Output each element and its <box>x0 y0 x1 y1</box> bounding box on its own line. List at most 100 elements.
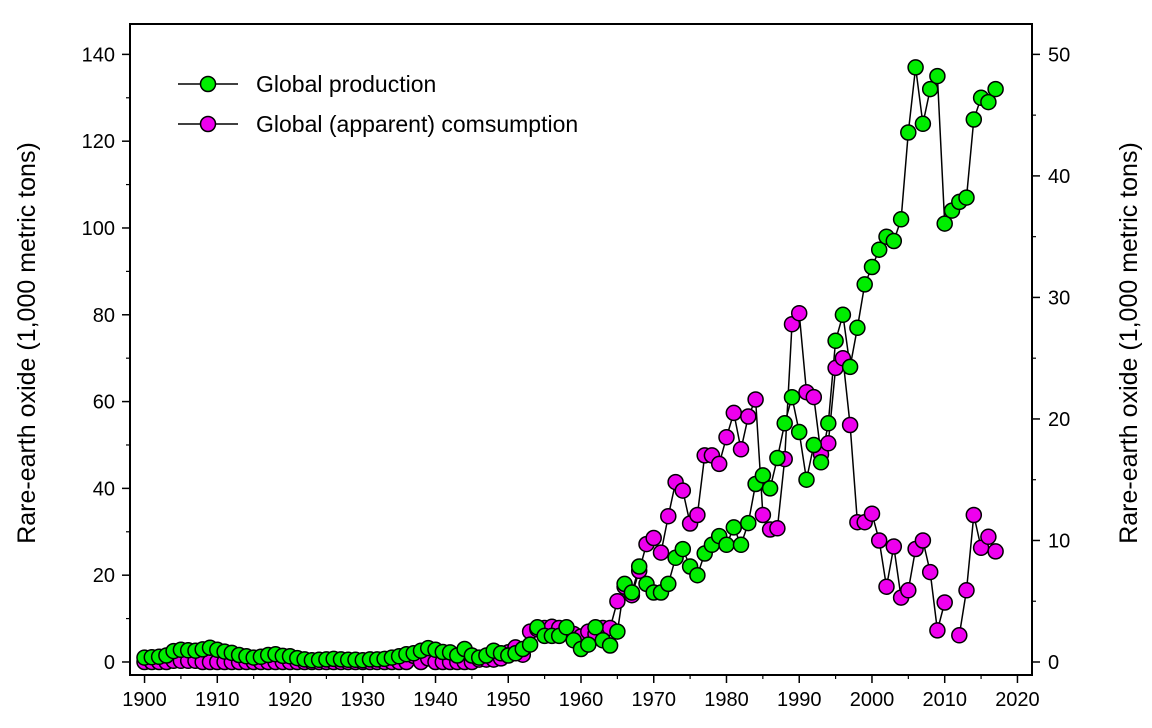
left-y-axis: 0 20 40 60 80 100 120 140 <box>82 44 130 674</box>
production-point <box>958 189 975 206</box>
production-point <box>841 358 859 376</box>
production-point <box>783 388 801 406</box>
production-point <box>820 415 837 432</box>
consumption-point <box>980 528 997 546</box>
production-point <box>798 471 815 488</box>
right-y-tick-label: 30 <box>1048 287 1070 309</box>
x-tick-label: 1920 <box>268 689 313 711</box>
production-point <box>929 67 946 85</box>
production-point <box>689 566 706 584</box>
production-point <box>914 115 932 133</box>
legend-marker-production <box>199 75 217 93</box>
consumption-point <box>689 506 706 524</box>
x-tick-label: 1950 <box>486 689 531 711</box>
left-y-tick-label: 80 <box>93 305 115 327</box>
consumption-point <box>951 627 968 644</box>
consumption-point <box>885 538 903 555</box>
production-point <box>863 258 881 276</box>
right-y-axis-label: Rare-earth oxide (1,000 metric tons) <box>1115 142 1143 544</box>
consumption-point <box>718 428 735 446</box>
consumption-point <box>841 416 859 434</box>
production-point <box>587 619 604 636</box>
production-point <box>827 332 844 350</box>
consumption-point <box>732 441 750 458</box>
consumption-point <box>769 520 786 537</box>
consumption-point <box>870 532 888 549</box>
production-point <box>849 319 866 337</box>
consumption-point <box>914 532 932 549</box>
production-point <box>521 636 539 653</box>
x-tick-label: 1910 <box>195 689 240 711</box>
left-y-tick-label: 40 <box>93 478 115 500</box>
right-y-tick-label: 20 <box>1048 409 1070 431</box>
consumption-point <box>878 578 895 595</box>
production-point <box>732 536 750 554</box>
production-point <box>885 232 903 250</box>
plot-area <box>136 59 1004 671</box>
production-point <box>907 59 924 76</box>
x-tick-label: 1900 <box>122 689 167 711</box>
consumption-point <box>674 482 692 499</box>
production-point <box>718 536 735 554</box>
production-point <box>776 415 793 432</box>
right-y-tick-label: 50 <box>1048 44 1070 66</box>
x-tick-label: 1960 <box>559 689 604 711</box>
right-y-tick-label: 0 <box>1048 652 1059 674</box>
production-point <box>558 619 575 636</box>
production-point <box>761 480 779 497</box>
consumption-point <box>958 582 975 599</box>
x-tick-label: 1970 <box>631 689 676 711</box>
left-y-tick-label: 20 <box>93 565 115 587</box>
consumption-point <box>645 529 662 547</box>
production-point <box>805 436 823 454</box>
consumption-point <box>987 543 1004 560</box>
consumption-point <box>710 455 728 473</box>
consumption-point <box>921 563 939 581</box>
consumption-point <box>660 507 677 525</box>
legend-label-consumption: Global (apparent) comsumption <box>256 111 578 137</box>
left-y-axis-label: Rare-earth oxide (1,000 metric tons) <box>13 142 41 544</box>
production-point <box>790 423 808 441</box>
x-tick-label: 1940 <box>413 689 458 711</box>
left-y-tick-label: 140 <box>82 44 115 66</box>
consumption-point <box>805 388 823 406</box>
production-point <box>856 276 873 293</box>
production-point <box>900 124 917 141</box>
production-point <box>987 80 1004 98</box>
consumption-point <box>652 544 670 561</box>
production-point <box>892 211 910 228</box>
x-tick-label: 1930 <box>341 689 386 711</box>
x-tick-label: 2020 <box>995 689 1040 711</box>
production-point <box>812 454 830 471</box>
left-y-tick-label: 60 <box>93 392 115 414</box>
legend: Global production Global (apparent) coms… <box>178 71 578 137</box>
x-tick-label: 1980 <box>704 689 749 711</box>
production-point <box>609 623 626 640</box>
consumption-series-line <box>144 310 997 663</box>
consumption-point <box>725 404 743 422</box>
production-point <box>936 215 953 232</box>
right-y-tick-label: 40 <box>1048 166 1070 188</box>
right-y-tick-label: 10 <box>1048 530 1070 552</box>
production-point <box>769 449 786 467</box>
left-y-tick-label: 100 <box>82 218 115 240</box>
consumption-point <box>747 391 764 408</box>
production-point <box>870 241 888 258</box>
legend-item-production: Global production <box>178 71 436 97</box>
production-point <box>623 584 641 601</box>
production-point <box>601 637 619 654</box>
x-tick-label: 2000 <box>850 689 895 711</box>
x-tick-label: 2010 <box>922 689 967 711</box>
legend-label-production: Global production <box>256 71 436 97</box>
production-point <box>580 636 597 653</box>
right-y-axis: 0 10 20 30 40 50 <box>1032 44 1070 674</box>
legend-item-consumption: Global (apparent) comsumption <box>178 111 578 137</box>
production-point <box>834 306 852 324</box>
left-y-tick-label: 120 <box>82 131 115 153</box>
consumption-point <box>790 304 808 322</box>
consumption-point <box>900 582 917 599</box>
x-axis: 1900 1910 1920 1930 1940 1950 1960 1970 1980 1990… <box>122 675 1040 711</box>
consumption-point <box>936 594 953 611</box>
consumption-point <box>929 622 946 639</box>
